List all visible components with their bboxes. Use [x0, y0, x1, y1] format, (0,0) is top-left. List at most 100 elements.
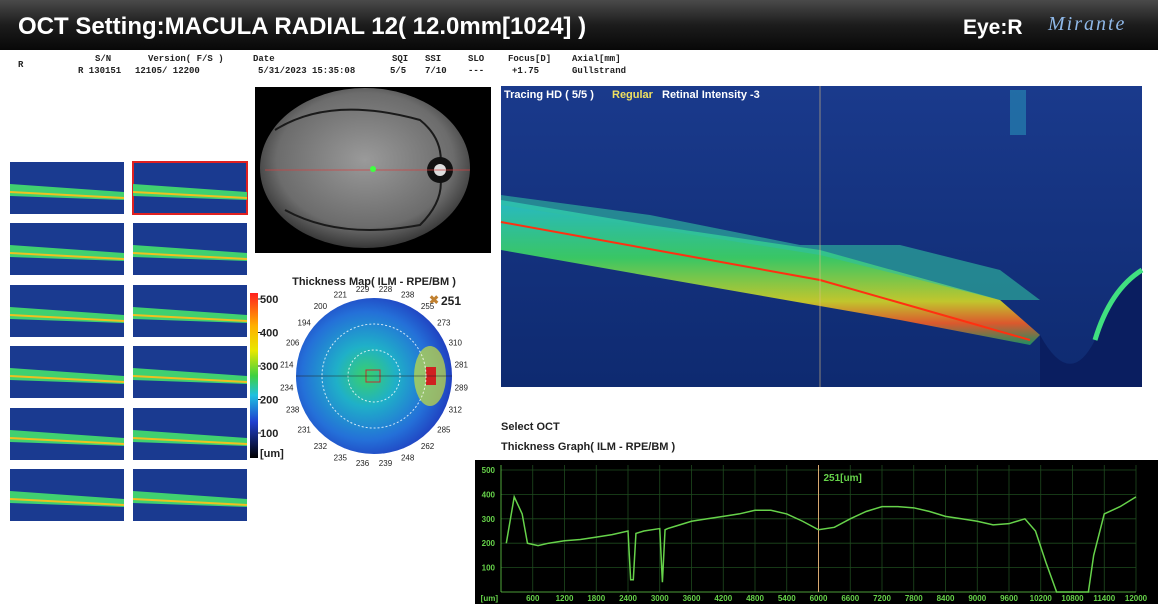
thumbnail[interactable]: [133, 469, 247, 521]
info-header: Axial[mm]: [572, 54, 621, 64]
x-tick-label: 1200: [556, 594, 574, 603]
bscan-mode: Regular: [612, 89, 654, 101]
sector-value: 312: [449, 406, 463, 415]
x-tick-label: 11400: [1093, 594, 1115, 603]
fundus-image: [255, 87, 491, 253]
title: OCT Setting:MACULA RADIAL 12( 12.0mm[102…: [18, 13, 586, 40]
x-tick-label: 1800: [587, 594, 605, 603]
x-unit: [um]: [481, 594, 499, 603]
bscan-label: Tracing HD ( 5/5 ): [504, 89, 594, 101]
sector-value: 262: [421, 442, 435, 451]
polar-map: [296, 298, 452, 454]
sector-value: 289: [455, 383, 469, 392]
info-table: S/N R 130151 Version( F/S ) 12105/ 12200 Dat…: [78, 54, 626, 76]
sector-value: 235: [334, 453, 348, 462]
eye: Eye:R: [963, 16, 1023, 39]
sector-value: 281: [455, 361, 469, 370]
info-header: Date: [253, 54, 275, 64]
map-title: Thickness Map( ILM - RPE/BM ): [292, 276, 456, 288]
info-value: 7/10: [425, 66, 447, 76]
sector-value: 194: [298, 318, 312, 327]
bscan-image: [501, 86, 1142, 387]
sector-value: 214: [280, 361, 294, 370]
y-tick-label: 200: [482, 539, 496, 548]
sector-value: 221: [334, 291, 348, 300]
sector-value: 234: [280, 383, 294, 392]
x-tick-label: 4800: [746, 594, 764, 603]
thumbnail[interactable]: [133, 162, 247, 214]
info-value: 5/31/2023 15:35:08: [258, 66, 355, 76]
sector-value: 236: [356, 459, 370, 468]
y-tick-label: 400: [482, 490, 496, 499]
info-value: +1.75: [512, 66, 539, 76]
colorbar-label: 100: [260, 428, 278, 440]
sector-value: 285: [437, 426, 451, 435]
screen: OCT Setting:MACULA RADIAL 12( 12.0mm[102…: [0, 0, 1158, 604]
sector-value: 232: [314, 442, 328, 451]
select-label: Select OCT: [501, 421, 560, 433]
info-value: Gullstrand: [572, 66, 626, 76]
sector-value: 273: [437, 318, 451, 327]
x-tick-label: 8400: [937, 594, 955, 603]
x-tick-label: 6000: [810, 594, 828, 603]
x-tick-label: 3000: [651, 594, 669, 603]
x-tick-label: 600: [526, 594, 540, 603]
thumbnail[interactable]: [10, 285, 124, 337]
graph-panel: [475, 460, 1158, 604]
x-tick-label: 12000: [1125, 594, 1148, 603]
info-header: Focus[D]: [508, 54, 551, 64]
info-value: 5/5: [390, 66, 406, 76]
thumbnail[interactable]: [10, 408, 124, 460]
cursor-label: 251[um]: [824, 473, 862, 484]
info-header: S/N: [95, 54, 111, 64]
graph-title: Thickness Graph( ILM - RPE/BM ): [501, 441, 676, 453]
sector-value: 238: [401, 291, 415, 300]
colorbar-label: 500: [260, 294, 278, 306]
thumbnail[interactable]: [133, 285, 247, 337]
x-tick-label: 7800: [905, 594, 923, 603]
thumbnail[interactable]: [10, 223, 124, 275]
x-tick-label: 10800: [1061, 594, 1084, 603]
side: R: [18, 60, 24, 70]
x-tick-label: 9000: [968, 594, 986, 603]
sector-value: 239: [379, 459, 393, 468]
x-tick-label: 4200: [714, 594, 732, 603]
sector-value: 248: [401, 453, 415, 462]
colorbar: [250, 293, 258, 458]
info-value: R 130151: [78, 66, 122, 76]
sector-value: 206: [286, 338, 300, 347]
info-header: Version( F/S ): [148, 54, 224, 64]
thumbnails: [10, 162, 247, 521]
y-tick-label: 100: [482, 564, 496, 573]
thumbnail[interactable]: [133, 346, 247, 398]
x-tick-label: 10200: [1030, 594, 1053, 603]
sector-value: 255: [421, 302, 435, 311]
thumbnail[interactable]: [10, 469, 124, 521]
y-tick-label: 300: [482, 515, 496, 524]
thumbnail[interactable]: [133, 408, 247, 460]
info-value: 12105/ 12200: [135, 66, 200, 76]
x-tick-label: 6600: [841, 594, 859, 603]
info-value: ---: [468, 66, 484, 76]
sector-value: 200: [314, 302, 328, 311]
sector-value: 229: [356, 285, 370, 294]
x-tick-label: 3600: [683, 594, 701, 603]
colorbar-label: 400: [260, 328, 278, 340]
center-value: 251: [441, 294, 461, 308]
x-tick-label: 5400: [778, 594, 796, 603]
thumbnail[interactable]: [10, 346, 124, 398]
x-tick-label: 7200: [873, 594, 891, 603]
colorbar-label: 300: [260, 361, 278, 373]
info-header: SQI: [392, 54, 408, 64]
thumbnail[interactable]: [133, 223, 247, 275]
y-tick-label: 500: [482, 466, 496, 475]
info-header: SLO: [468, 54, 485, 64]
thumbnail[interactable]: [10, 162, 124, 214]
sector-value: 238: [286, 406, 300, 415]
sector-value: 228: [379, 285, 393, 294]
brand: Mirante: [1047, 13, 1126, 35]
x-tick-label: 9600: [1000, 594, 1018, 603]
x-tick-label: 2400: [619, 594, 637, 603]
sector-value: 310: [449, 338, 463, 347]
bscan-intensity: Retinal Intensity -3: [662, 89, 760, 101]
